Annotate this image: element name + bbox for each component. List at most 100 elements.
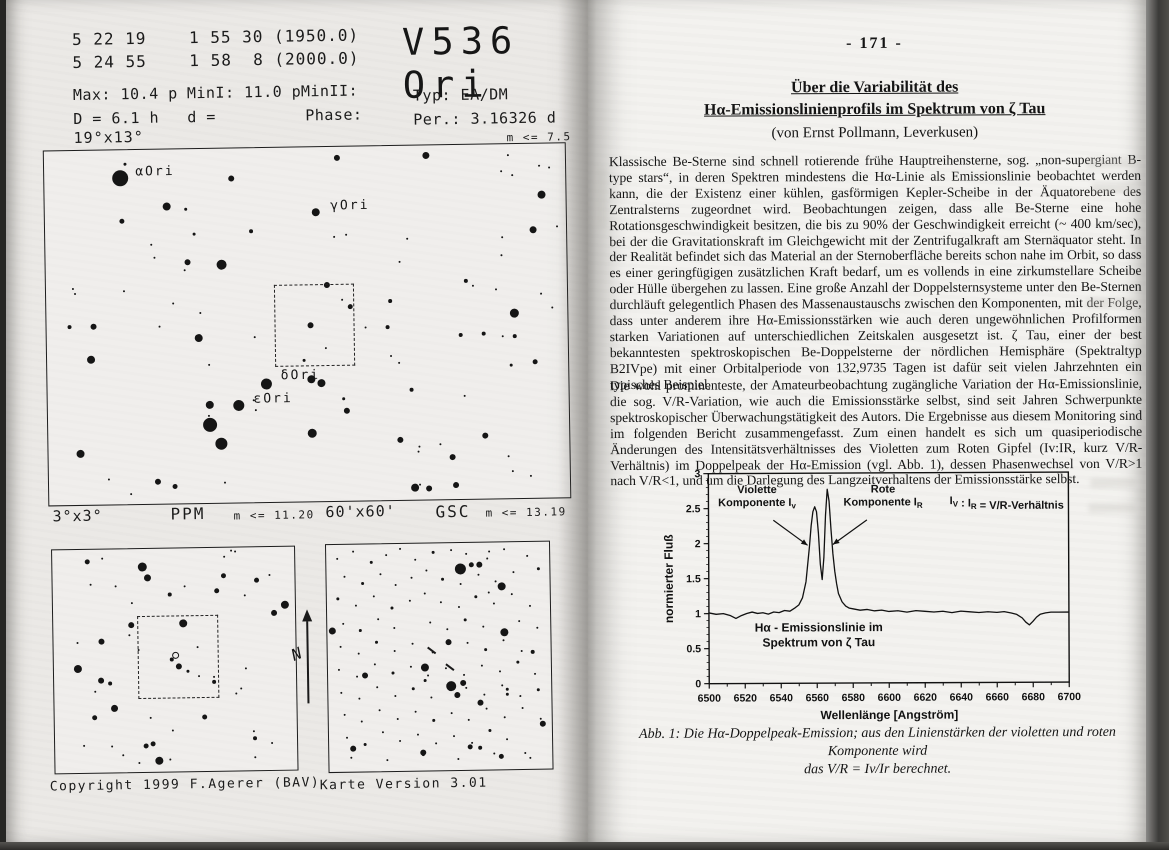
star-dot [446,628,449,631]
ppm-maglimit-label: m <= 11.20 [233,508,315,523]
star-dot [223,555,226,558]
star-dot [535,627,538,630]
period-value: Per.: 3.16326 d [413,108,557,129]
star-dot [507,455,510,458]
star-dot [343,575,346,578]
star-dot [342,396,346,401]
star-dot [529,756,532,759]
star-dot [505,692,509,696]
star-dot [501,684,504,687]
star-dot [409,665,412,668]
star-dot [493,752,496,755]
x-tick-label: 6680 [1022,691,1046,703]
star-dot [503,716,506,719]
star-dot [358,697,361,700]
star-dot [477,699,484,706]
gsc-catalog-label: GSC [435,501,471,522]
star-dot [536,567,540,571]
star-dot [112,170,129,187]
star-dot [397,436,404,443]
star-dot [153,257,156,260]
star-dot [445,639,452,646]
star-dot [511,174,514,177]
star-dot [465,553,468,556]
star-dot [254,755,257,758]
star-dot [385,554,388,557]
star-dot [519,695,522,698]
star-dot [458,333,463,338]
star-dot [130,602,133,605]
article-paragraph-1: Klassische Be-Sterne sind schnell rotier… [608,151,1142,392]
x-tick-label: 6660 [986,691,1010,703]
star-dot [515,660,519,664]
star-dot [500,628,509,637]
ppm-star-chart [51,545,299,775]
star-dot [260,378,272,390]
star-dot [72,288,75,291]
star-dot [467,641,470,644]
y-tick-label: 0 [695,678,701,690]
x-tick-label: 6500 [698,693,722,705]
star-dot [215,437,228,450]
star-dot [336,557,339,560]
coordinates-1950-2000: 5 22 19 1 55 30 (1950.0) 5 24 55 1 58 8 … [72,24,360,75]
star-dot [361,720,364,723]
star-dot [525,554,528,557]
star-dot [485,707,488,710]
star-dot [230,549,233,552]
y-axis-title: normierter Fluß [662,534,676,623]
star-dot [155,756,164,765]
star-dot [74,293,77,296]
star-dot [343,714,346,717]
article-title-line1: Über die Variabilität des [790,78,959,97]
star-dot [503,548,506,551]
star-dot [172,483,178,489]
star-dot [391,671,395,675]
y-tick-label: 1.5 [686,573,701,585]
star-dot [429,696,433,699]
star-dot [512,570,515,573]
star-dot [414,710,417,713]
star-dot [350,745,357,752]
star-dot [470,741,473,744]
peak-annotation-line1: Violette [737,484,777,496]
star-dot [184,259,191,266]
star-dot [421,753,425,757]
star-dot [417,733,420,736]
star-dot [477,573,480,576]
star-dot [386,758,389,761]
star-dot [417,450,420,453]
star-dot [338,668,341,671]
star-dot [97,677,105,684]
star-dot [243,594,246,597]
star-dot [460,679,467,687]
star-dot [540,293,543,296]
right-page: - 171 - Über die Variabilität des Hα-Emi… [588,0,1146,842]
star-name-label: αOri [135,163,175,180]
star-dot [194,333,203,342]
star-dot [422,151,430,159]
star-dot [94,690,97,693]
star-dot [202,417,218,432]
star-dot [83,744,86,747]
star-dot [427,674,430,677]
star-dot [92,715,98,721]
d-label: d = [187,107,216,127]
chart-dashed-selection-box [273,283,355,367]
x-tick-label: 6620 [914,692,938,704]
star-dot [253,336,256,339]
spectrum-line [708,488,1069,626]
north-arrow-icon [302,609,313,622]
inner-label-line1: Hα - Emissionslinie im [755,620,883,635]
star-name-label: γOri [330,198,370,214]
star-dot [73,665,82,674]
star-dot [418,445,421,448]
star-dot [495,288,498,291]
star-dot [512,469,515,472]
star-dot [111,745,114,748]
y-tick-label: 3 [694,468,700,480]
star-dot [536,687,540,691]
page-number: - 171 - [846,34,903,53]
star-dot [423,679,427,683]
star-dot [398,261,401,264]
